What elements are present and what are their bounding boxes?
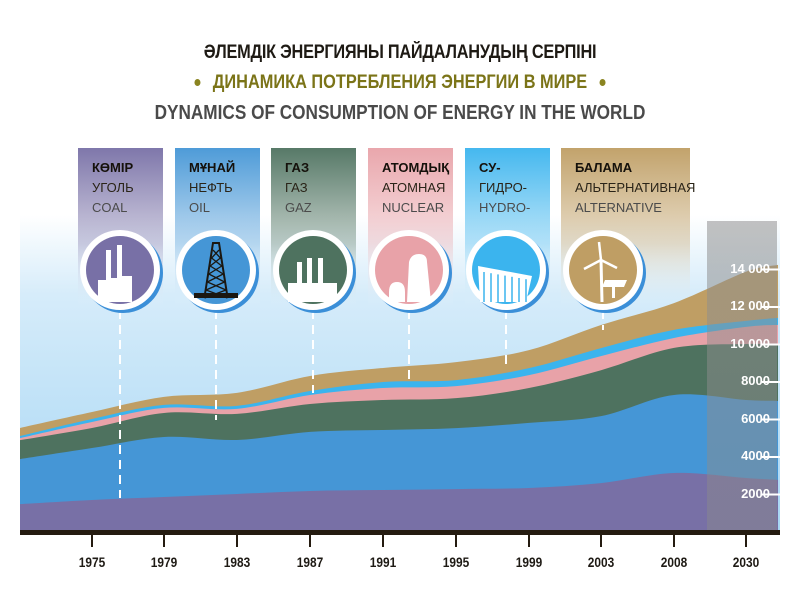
legend-label-en: ALTERNATIVE: [575, 200, 662, 215]
solar-stand: [612, 287, 615, 298]
legend-label-kk: МҰНАЙ: [189, 160, 236, 175]
legend-label-kk: КӨМІР: [92, 160, 134, 175]
x-tick-label: 1991: [369, 554, 397, 570]
y-tick-label: 2000: [741, 485, 770, 501]
reactor-dome: [389, 282, 405, 302]
gas-plant-icon: [273, 230, 356, 313]
legend-label-kk: АТОМДЫҚ: [382, 160, 450, 175]
oil-derrick-icon: [176, 230, 259, 313]
x-tick-label: 2030: [732, 554, 760, 570]
coal-power-plant-icon: [80, 230, 163, 313]
nuclear-cooling-tower-icon: [369, 230, 452, 313]
turbine-tower: [599, 259, 604, 303]
x-tick-label: 1987: [296, 554, 324, 570]
factory-shape: [98, 245, 132, 302]
forecast-panel: [707, 221, 777, 532]
derrick-brace: [211, 257, 223, 267]
x-tick-label: 1983: [223, 554, 251, 570]
x-tick-label: 1995: [442, 554, 470, 570]
derrick-brace: [209, 265, 224, 275]
y-tick-label: 14 000: [730, 260, 770, 276]
legend-label-ru: УГОЛЬ: [92, 180, 134, 195]
wind-solar-icon: [563, 230, 646, 313]
derrick-brace: [212, 249, 221, 259]
title-english: DYNAMICS OF CONSUMPTION OF ENERGY IN THE…: [154, 102, 646, 124]
derrick-brace: [208, 265, 223, 275]
legend-label-en: NUCLEAR: [382, 200, 445, 215]
y-tick-label: 10 000: [730, 335, 770, 351]
legend-label-en: COAL: [92, 200, 128, 215]
legend-label-ru: ГИДРО-: [479, 180, 528, 195]
area-coal: [20, 472, 778, 532]
derrick-brace: [205, 281, 225, 291]
turbine-blade: [583, 258, 602, 271]
legend-label-ru: ГАЗ: [285, 180, 308, 195]
gas-plant-shape: [288, 258, 337, 302]
derrick-brace: [209, 257, 221, 267]
derrick-brace: [211, 249, 220, 259]
x-tick-label: 1979: [150, 554, 178, 570]
legend-label-ru: НЕФТЬ: [189, 180, 233, 195]
legend-label-en: HYDRO-: [479, 200, 531, 215]
legend-label-ru: АЛЬТЕРНАТИВНАЯ: [575, 180, 696, 195]
legend-label-ru: АТОМНАЯ: [382, 180, 446, 195]
turbine-blade: [597, 241, 603, 261]
turbine-blade: [600, 258, 618, 270]
hydro-dam-icon: [466, 230, 549, 313]
derrick-brace: [207, 273, 224, 283]
legend-label-en: GAZ: [285, 200, 312, 215]
derrick-platform: [194, 293, 238, 298]
cooling-tower: [407, 254, 431, 302]
x-tick-label: 2008: [660, 554, 688, 570]
legend-card-coal: КӨМІР УГОЛЬ COAL: [78, 148, 163, 226]
title-kazakh: ӘЛЕМДІК ЭНЕРГИЯНЫ ПАЙДАЛАНУДЫҢ СЕРПІНІ: [203, 42, 597, 63]
legend-card-oil: МҰНАЙ НЕФТЬ OIL: [175, 148, 260, 226]
legend-label-kk: СУ-: [479, 160, 501, 175]
y-tick-label: 12 000: [730, 298, 770, 313]
legend-label-kk: БАЛАМА: [575, 160, 633, 175]
title-russian-text: ДИНАМИКА ПОТРЕБЛЕНИЯ ЭНЕРГИИ В МИРЕ: [212, 72, 588, 93]
y-tick-label: 8000: [741, 373, 770, 388]
y-tick-label: 4000: [741, 448, 770, 463]
title-russian: ДИНАМИКА ПОТРЕБЛЕНИЯ ЭНЕРГИИ В МИРЕ: [56, 72, 744, 94]
bullet-dot-right: [599, 79, 606, 87]
solar-panel: [602, 280, 627, 287]
legend-label-en: OIL: [189, 200, 210, 215]
legend-card-nuclear: АТОМДЫҚ АТОМНАЯ NUCLEAR: [368, 148, 453, 226]
x-axis-line: [20, 530, 780, 535]
legend-label-kk: ГАЗ: [285, 160, 310, 175]
x-tick-label: 1999: [515, 554, 543, 570]
y-tick-label: 6000: [741, 410, 770, 426]
legend-card-hydro: СУ- ГИДРО- HYDRO-: [465, 148, 550, 226]
x-tick-label: 2003: [587, 554, 615, 570]
legend-card-alternative: БАЛАМА АЛЬТЕРНАТИВНАЯ ALTERNATIVE: [561, 148, 696, 226]
x-tick-label: 1975: [78, 554, 106, 570]
legend-card-gas: ГАЗ ГАЗ GAZ: [271, 148, 356, 226]
bullet-dot-left: [194, 79, 201, 87]
